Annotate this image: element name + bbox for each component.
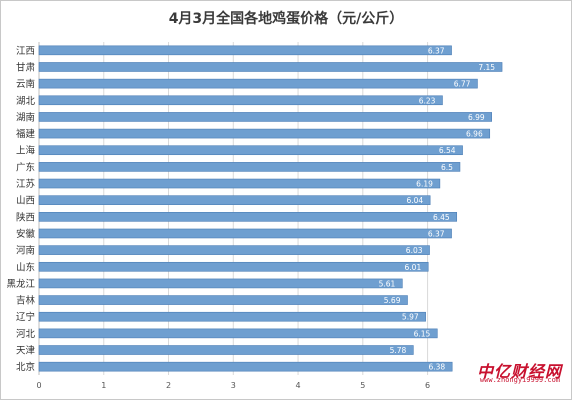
bar	[38, 245, 430, 255]
data-label: 6.5	[441, 163, 453, 172]
data-label: 5.97	[402, 313, 419, 322]
x-tick-label: 6	[425, 381, 430, 390]
bar	[38, 62, 503, 72]
data-label: 6.04	[406, 196, 423, 205]
category-label: 湖北	[16, 96, 36, 107]
bar	[38, 345, 414, 355]
data-label: 6.01	[405, 263, 422, 272]
watermark-url: www.zhongyi9999.com	[479, 376, 560, 384]
data-label: 6.23	[419, 96, 436, 105]
category-label: 河南	[16, 245, 35, 257]
bar	[38, 178, 441, 189]
category-label: 天津	[16, 346, 36, 357]
x-tick-label: 2	[166, 381, 171, 390]
data-label: 6.19	[416, 180, 433, 189]
bar	[38, 361, 453, 372]
data-label: 6.03	[406, 246, 423, 255]
category-label: 湖南	[16, 111, 35, 123]
bar	[38, 261, 429, 272]
category-label: 辽宁	[16, 311, 35, 323]
x-tick-label: 1	[101, 381, 106, 390]
bar	[38, 145, 463, 156]
data-label: 6.45	[433, 213, 450, 222]
bar	[38, 112, 492, 122]
data-label: 6.37	[428, 46, 445, 55]
data-label: 6.37	[428, 229, 445, 238]
bar	[38, 95, 443, 106]
category-label: 山西	[16, 196, 35, 207]
bar	[38, 128, 491, 139]
data-label: 7.15	[478, 63, 495, 72]
x-tick-label: 3	[231, 381, 236, 390]
category-label: 河北	[16, 328, 36, 340]
bar	[38, 328, 438, 339]
bar	[38, 45, 452, 56]
category-label: 福建	[16, 128, 36, 140]
data-label: 5.61	[379, 279, 396, 288]
bar	[38, 78, 478, 89]
bar	[38, 295, 408, 305]
category-label: 陕西	[16, 211, 35, 223]
watermark-logo: 中亿财经网 www.zhongyi9999.com	[450, 358, 562, 384]
category-label: 北京	[16, 361, 35, 373]
x-tick-label: 4	[296, 381, 301, 390]
data-label: 6.99	[468, 113, 485, 122]
category-label: 云南	[16, 78, 35, 90]
bar	[38, 195, 431, 205]
category-label: 上海	[16, 145, 36, 157]
data-label: 6.96	[466, 130, 483, 139]
category-label: 江西	[16, 46, 35, 57]
category-label: 吉林	[16, 295, 36, 307]
bar	[38, 212, 458, 222]
category-label: 黑龙江	[6, 278, 35, 290]
data-label: 6.15	[414, 329, 431, 338]
data-label: 6.77	[454, 80, 471, 89]
bar	[38, 278, 403, 289]
data-label: 6.38	[428, 363, 445, 372]
category-label: 山东	[16, 261, 35, 273]
data-label: 5.69	[384, 296, 401, 305]
x-tick-label: 0	[36, 381, 41, 390]
watermark-text: 中亿财经网	[476, 362, 562, 381]
bar	[38, 228, 452, 239]
x-tick-label: 5	[360, 381, 365, 390]
data-label: 5.78	[390, 346, 407, 355]
category-label: 安徽	[16, 228, 36, 240]
category-label: 广东	[16, 161, 35, 173]
category-label: 江苏	[16, 178, 36, 190]
chart-title: 4月3月全国各地鸡蛋价格（元/公斤）	[168, 11, 404, 27]
bar	[38, 311, 426, 322]
data-label: 6.54	[439, 146, 456, 155]
bar	[38, 162, 461, 172]
category-label: 甘肃	[16, 61, 35, 73]
